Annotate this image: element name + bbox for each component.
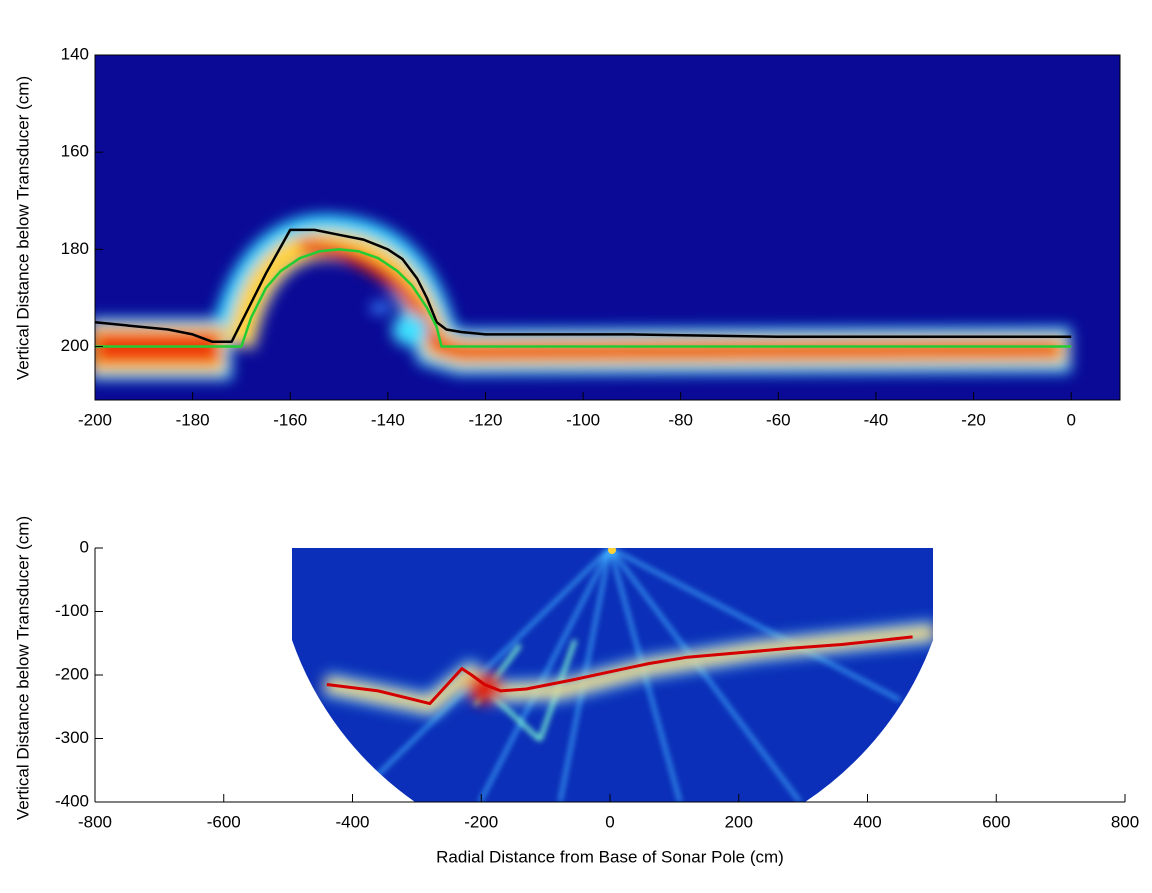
data-line bbox=[94, 228, 1072, 343]
y-tick-label: 0 bbox=[80, 537, 89, 556]
y-tick-label: -300 bbox=[55, 728, 89, 747]
x-tick-label: 800 bbox=[1111, 812, 1139, 831]
x-tick-label: -60 bbox=[766, 410, 791, 429]
sonar-image bbox=[292, 548, 933, 802]
x-tick-label: -20 bbox=[961, 410, 986, 429]
y-axis-label: Vertical Distance below Transducer (cm) bbox=[13, 76, 32, 380]
y-tick-label: 180 bbox=[61, 239, 89, 258]
y-tick-label: 140 bbox=[61, 44, 89, 63]
x-tick-label: -800 bbox=[78, 812, 112, 831]
x-tick-label: 0 bbox=[1066, 410, 1075, 429]
x-tick-label: -100 bbox=[566, 410, 600, 429]
x-tick-label: -40 bbox=[864, 410, 889, 429]
y-tick-label: -200 bbox=[55, 664, 89, 683]
axes-box bbox=[94, 54, 1121, 401]
x-tick-label: -200 bbox=[78, 410, 112, 429]
x-tick-label: -160 bbox=[273, 410, 307, 429]
x-tick-label: 400 bbox=[853, 812, 881, 831]
y-tick-label: -100 bbox=[55, 601, 89, 620]
x-tick-label: -200 bbox=[464, 812, 498, 831]
y-tick-label: 160 bbox=[61, 142, 89, 161]
x-axis-label: Radial Distance from Base of Sonar Pole … bbox=[436, 847, 784, 866]
data-line bbox=[326, 635, 913, 706]
y-axis-label: Vertical Distance below Transducer (cm) bbox=[13, 516, 32, 820]
x-tick-label: -400 bbox=[335, 812, 369, 831]
x-tick-label: 0 bbox=[605, 812, 614, 831]
heatmap-image bbox=[95, 55, 1120, 400]
y-tick-label: 200 bbox=[61, 336, 89, 355]
x-tick-label: 600 bbox=[982, 812, 1010, 831]
x-tick-label: -80 bbox=[668, 410, 693, 429]
x-tick-label: -600 bbox=[207, 812, 241, 831]
x-tick-label: -120 bbox=[468, 410, 502, 429]
x-tick-label: -140 bbox=[371, 410, 405, 429]
x-tick-label: 200 bbox=[725, 812, 753, 831]
data-line bbox=[95, 248, 1072, 348]
y-tick-label: -400 bbox=[55, 791, 89, 810]
x-tick-label: -180 bbox=[176, 410, 210, 429]
